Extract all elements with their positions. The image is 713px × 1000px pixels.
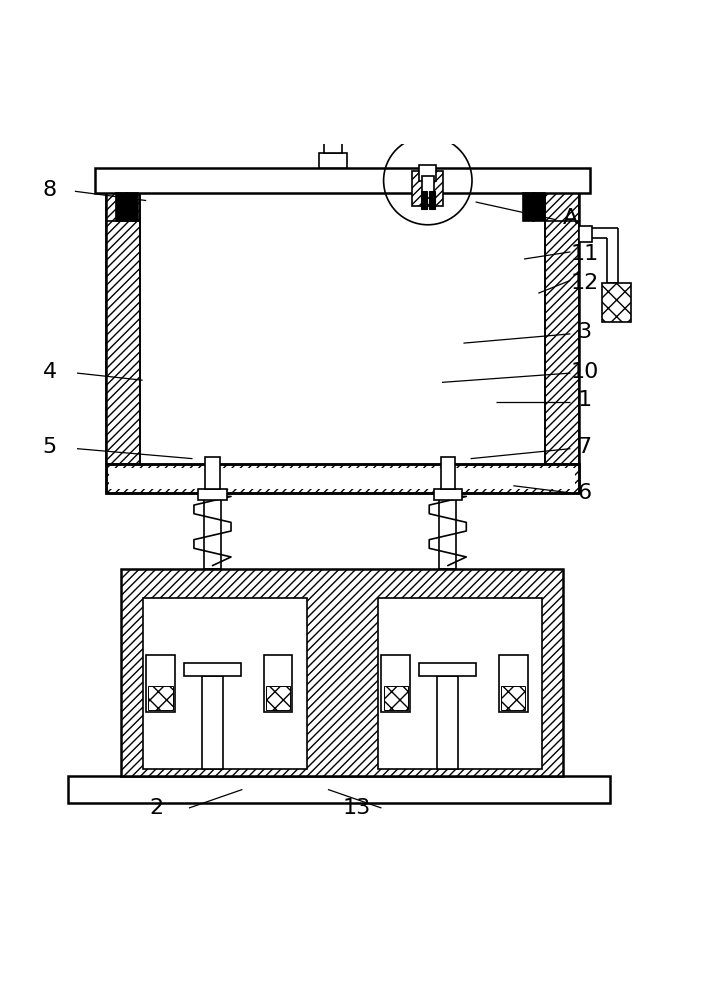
Bar xyxy=(384,686,408,710)
Bar xyxy=(421,191,427,209)
Bar xyxy=(579,226,592,242)
Bar xyxy=(198,489,227,500)
Bar xyxy=(437,676,458,769)
Text: A: A xyxy=(563,208,578,228)
Bar xyxy=(441,457,455,489)
Text: 1: 1 xyxy=(578,390,592,410)
Bar xyxy=(95,168,590,193)
Bar xyxy=(434,489,462,500)
Text: 6: 6 xyxy=(578,483,592,503)
Bar xyxy=(202,676,223,769)
Bar xyxy=(127,193,138,221)
Text: 5: 5 xyxy=(43,437,57,457)
Bar xyxy=(116,193,128,221)
Text: 11: 11 xyxy=(570,244,599,264)
Text: 10: 10 xyxy=(570,362,599,382)
Text: 13: 13 xyxy=(342,798,371,818)
Bar xyxy=(143,598,307,769)
Bar xyxy=(523,193,534,221)
Text: 4: 4 xyxy=(43,362,57,382)
Bar xyxy=(419,165,436,181)
Bar xyxy=(422,176,434,198)
Bar xyxy=(109,468,575,489)
Bar xyxy=(121,569,563,776)
Bar xyxy=(148,686,173,710)
Bar xyxy=(264,655,292,712)
Bar xyxy=(106,464,579,493)
Bar xyxy=(602,283,631,322)
Bar xyxy=(205,457,220,489)
Bar xyxy=(412,171,443,206)
Bar xyxy=(266,686,290,710)
Bar xyxy=(184,663,241,676)
Bar xyxy=(381,655,410,712)
Text: 7: 7 xyxy=(578,437,592,457)
Bar xyxy=(106,193,140,464)
Text: 2: 2 xyxy=(150,798,164,818)
Text: 8: 8 xyxy=(43,180,57,200)
Bar xyxy=(324,138,342,153)
Bar xyxy=(545,193,579,464)
Bar xyxy=(419,663,476,676)
Bar xyxy=(378,598,542,769)
Text: 12: 12 xyxy=(570,273,599,293)
Text: 3: 3 xyxy=(578,322,592,342)
Bar xyxy=(146,655,175,712)
Bar xyxy=(501,686,525,710)
Bar xyxy=(533,193,545,221)
Bar xyxy=(106,464,579,493)
Bar xyxy=(68,776,610,803)
Bar xyxy=(429,191,435,209)
Bar xyxy=(499,655,528,712)
Bar xyxy=(319,153,347,168)
